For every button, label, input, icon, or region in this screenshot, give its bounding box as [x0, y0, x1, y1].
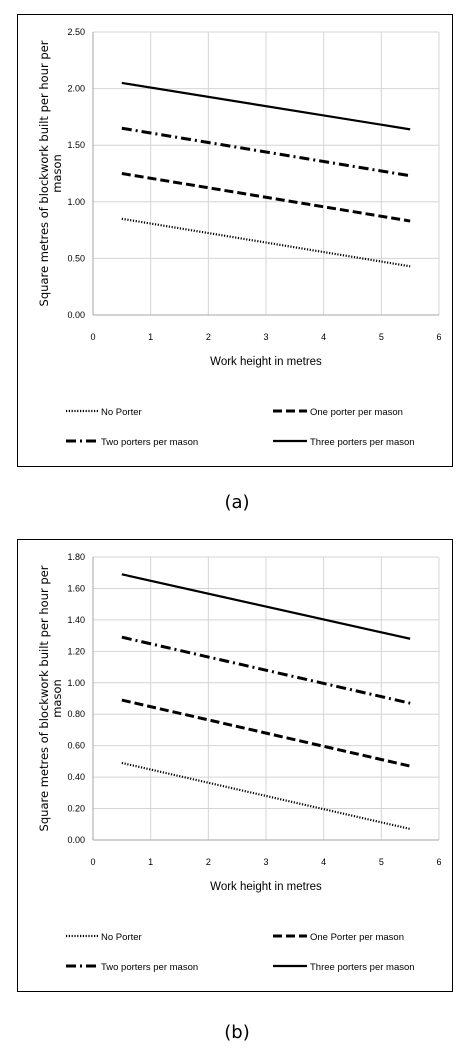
chart-b-svg: 0.00 0.20 0.40 0.60 0.80 1.00 1.20 1.40 1.60 1.80…: [37, 552, 442, 973]
chart-b: 0.00 0.20 0.40 0.60 0.80 1.00 1.20 1.40 1.60 1.80…: [17, 539, 453, 992]
series-line-solid: [121, 81, 411, 131]
y-tick-label: 1.50: [67, 140, 85, 150]
x-tick-label: 0: [90, 332, 95, 342]
legend-label: Three porters per mason: [310, 437, 415, 448]
y-axis-label: Square metres of blockwork built per hou…: [37, 40, 51, 306]
chart-a-svg: 0.00 0.50 1.00 1.50 2.00 2.50 0 1 2 3 4 5 6 Work heig…: [37, 27, 442, 448]
x-tick-label: 6: [436, 857, 441, 867]
y-tick-label: 0.60: [67, 741, 85, 751]
x-tick-label: 4: [321, 332, 326, 342]
x-tick-label: 1: [148, 857, 153, 867]
x-tick-label: 2: [206, 857, 211, 867]
x-tick-label: 3: [263, 332, 268, 342]
legend-label: Two porters per mason: [101, 962, 198, 973]
x-tick-label: 5: [379, 857, 384, 867]
legend-label: Two porters per mason: [101, 437, 198, 448]
y-tick-label: 0.50: [67, 253, 85, 263]
x-axis-label: Work height in metres: [210, 356, 322, 368]
x-tick-label: 3: [263, 857, 268, 867]
series-line-dashed: [121, 172, 411, 223]
x-tick-label: 2: [206, 332, 211, 342]
chart-a: 0.00 0.50 1.00 1.50 2.00 2.50 0 1 2 3 4 5 6 Work heig…: [17, 14, 453, 467]
y-tick-label: 0.00: [67, 310, 85, 320]
series-line-dashdot: [121, 126, 411, 178]
y-tick-label: 1.00: [67, 678, 85, 688]
y-tick-label: 2.00: [67, 84, 85, 94]
y-tick-label: 1.80: [67, 552, 85, 562]
y-tick-label: 0.20: [67, 804, 85, 814]
series-line-dashed: [121, 698, 411, 768]
y-tick-label: 1.00: [67, 197, 85, 207]
series-line-dotted: [121, 761, 411, 831]
y-tick-label: 1.40: [67, 615, 85, 625]
legend-label: One Porter per mason: [310, 932, 404, 943]
x-tick-label: 0: [90, 857, 95, 867]
y-tick-label: 1.20: [67, 646, 85, 656]
x-tick-label: 5: [379, 332, 384, 342]
y-tick-label: 0.00: [67, 835, 85, 845]
legend-label: Three porters per mason: [310, 962, 415, 973]
series-line-solid: [121, 573, 411, 640]
y-tick-label: 2.50: [67, 27, 85, 37]
legend-label: No Porter: [101, 932, 142, 943]
x-tick-label: 1: [148, 332, 153, 342]
y-tick-label: 1.60: [67, 583, 85, 593]
legend-label: One porter per mason: [310, 407, 403, 418]
y-tick-label: 0.40: [67, 772, 85, 782]
x-axis-label: Work height in metres: [210, 881, 322, 893]
series-line-dotted: [121, 217, 411, 268]
y-axis-label: mason: [50, 679, 64, 718]
y-axis-label: Square metres of blockwork built per hou…: [37, 565, 51, 831]
x-tick-label: 4: [321, 857, 326, 867]
series-line-dashdot: [121, 635, 411, 705]
y-axis-label: mason: [50, 154, 64, 193]
chart-b-caption: (b): [224, 1022, 250, 1043]
x-tick-label: 6: [436, 332, 441, 342]
chart-a-caption: (a): [224, 492, 250, 513]
y-tick-label: 0.80: [67, 709, 85, 719]
legend-label: No Porter: [101, 407, 142, 418]
